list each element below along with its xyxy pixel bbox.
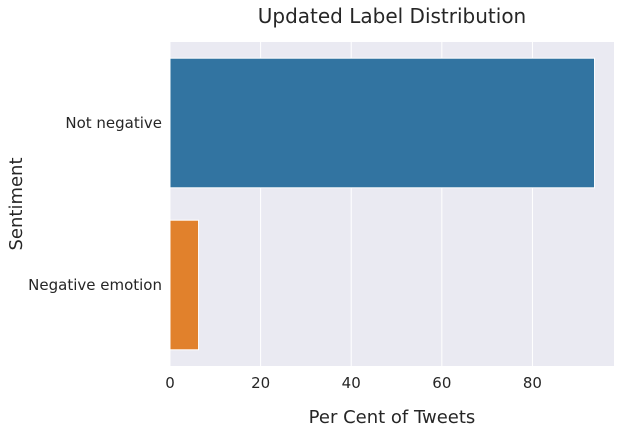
x-axis-label: Per Cent of Tweets [309,407,476,428]
x-tick-labels: 0 20 40 60 80 [165,374,542,392]
y-axis-label: Sentiment [6,157,27,250]
chart-title: Updated Label Distribution [258,4,526,28]
x-tick-label: 0 [165,374,175,392]
x-tick-label: 20 [251,374,270,392]
bar-not-negative [169,57,596,189]
y-tick-label: Not negative [65,114,162,132]
x-tick-label: 80 [523,374,542,392]
x-tick-label: 60 [432,374,451,392]
bar-negative-emotion [169,219,200,351]
x-tick-label: 40 [342,374,361,392]
bars [169,57,596,351]
y-tick-labels: Not negative Negative emotion [28,114,162,294]
y-tick-label: Negative emotion [28,276,162,294]
